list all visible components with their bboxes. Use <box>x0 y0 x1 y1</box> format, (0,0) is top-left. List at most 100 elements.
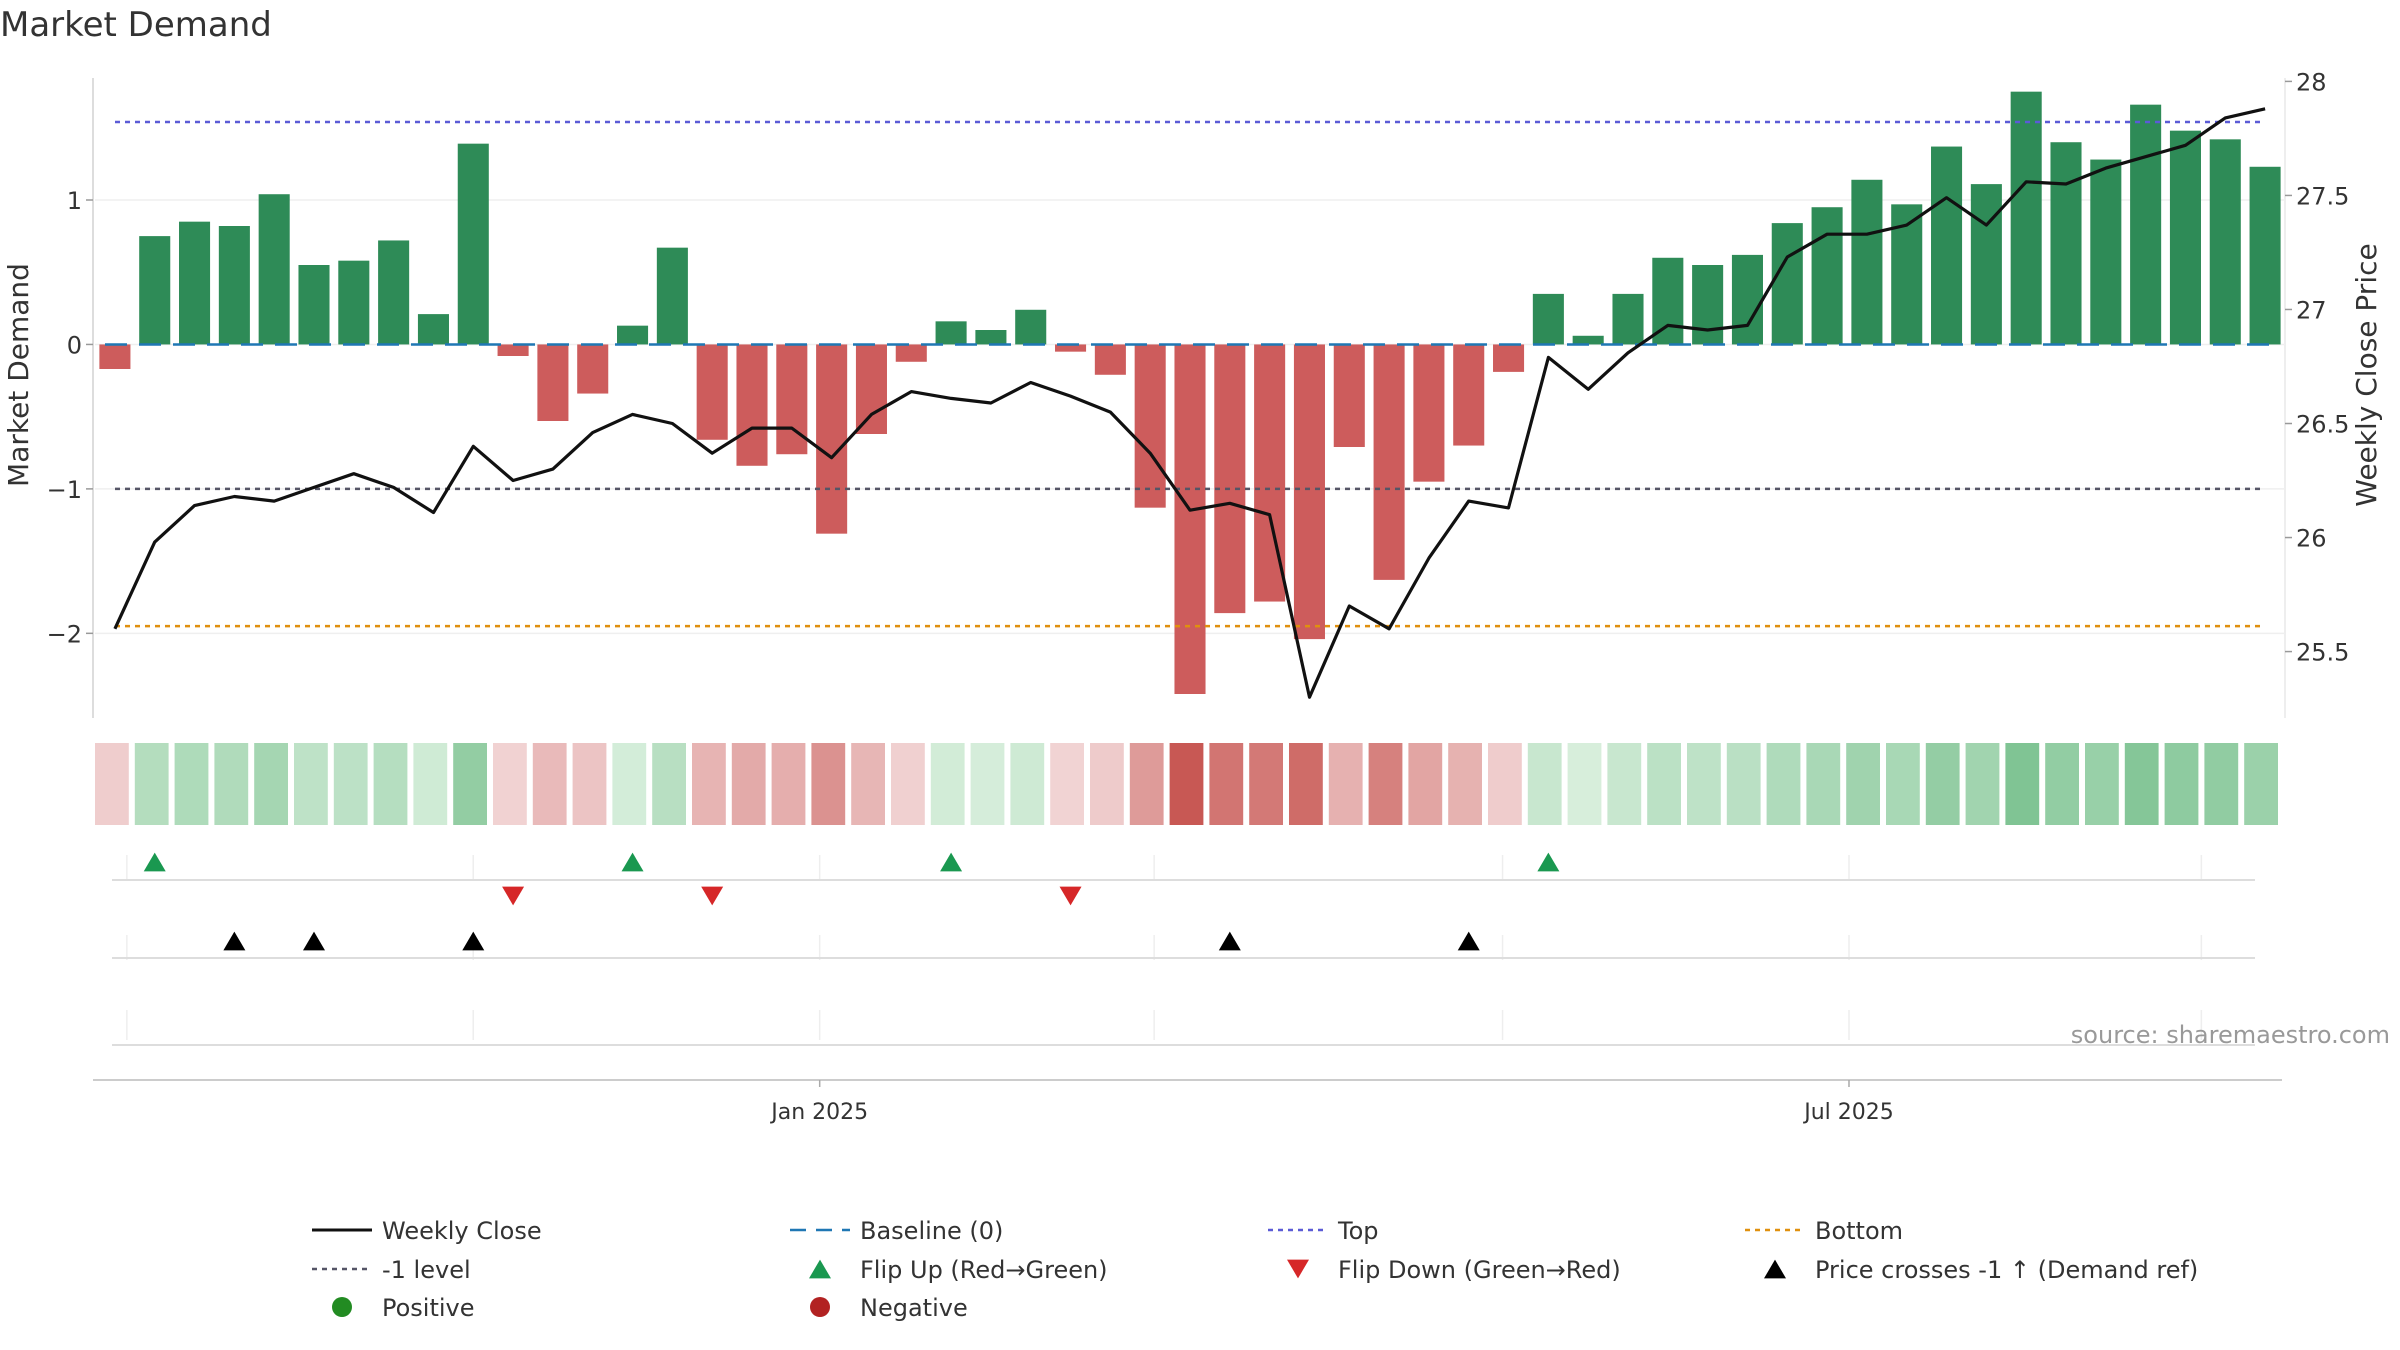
heat-cell <box>333 743 368 825</box>
demand-bar <box>99 344 131 369</box>
left-tick-label: 1 <box>67 187 82 215</box>
demand-bar <box>656 247 688 345</box>
demand-bar <box>537 344 569 421</box>
heat-cell <box>1846 743 1880 825</box>
heat-cell <box>692 743 726 825</box>
demand-bar <box>1851 179 1883 345</box>
reference-lines <box>105 120 2275 628</box>
heat-cell <box>2045 743 2079 825</box>
heat-cell <box>1965 743 2000 825</box>
demand-bar <box>2249 166 2281 345</box>
legend-label: Flip Up (Red→Green) <box>860 1256 1108 1284</box>
demand-bar <box>895 344 927 362</box>
right-axis-label: Weekly Close Price <box>2350 243 2383 506</box>
right-tick-label: 25.5 <box>2296 639 2349 667</box>
flip-up-marker <box>143 852 166 872</box>
heat-cell <box>851 743 885 825</box>
demand-heat-strip <box>95 743 2278 825</box>
heat-cell <box>930 743 965 825</box>
heat-cell <box>970 743 1005 825</box>
event-markers <box>112 852 2255 1046</box>
demand-bar <box>1094 344 1126 375</box>
flip-down-marker <box>502 886 525 906</box>
demand-bar <box>2130 104 2162 345</box>
heat-cell <box>1607 743 1642 825</box>
heat-cell <box>1209 743 1244 825</box>
heat-cell <box>1249 743 1283 825</box>
demand-bar <box>139 236 171 345</box>
heat-cell <box>254 743 288 825</box>
demand-bar <box>1731 254 1763 345</box>
demand-bars <box>99 91 2281 694</box>
demand-bar <box>1970 184 2002 345</box>
demand-bar <box>258 194 290 345</box>
heat-cell <box>2164 743 2199 825</box>
price-cross-marker <box>1457 931 1480 951</box>
legend-label: Negative <box>860 1294 968 1322</box>
demand-bar <box>378 240 410 345</box>
heat-cell <box>811 743 846 825</box>
demand-bar <box>1015 309 1047 345</box>
demand-bar <box>1293 344 1325 640</box>
left-tick-label: 0 <box>67 331 82 359</box>
demand-bar <box>1134 344 1166 508</box>
right-tick-label: 26 <box>2296 525 2327 553</box>
price-cross-marker <box>223 931 246 951</box>
demand-bar <box>1771 223 1803 345</box>
demand-bar <box>816 344 848 534</box>
flip-down-marker <box>1059 886 1082 906</box>
demand-bar <box>457 143 489 345</box>
heat-cell <box>612 743 647 825</box>
demand-bar <box>2090 159 2122 345</box>
demand-bar <box>577 344 609 394</box>
demand-bar <box>1373 344 1405 580</box>
demand-bar <box>1612 293 1644 345</box>
flip-up-marker <box>1537 852 1560 872</box>
heat-cell <box>413 743 448 825</box>
heat-cell <box>731 743 766 825</box>
source-label: source: sharemaestro.com <box>2071 1021 2390 1049</box>
legend-swatch-flip-down <box>1287 1259 1309 1279</box>
heat-cell <box>1368 743 1403 825</box>
right-tick-label: 26.5 <box>2296 411 2349 439</box>
legend-label: Positive <box>382 1294 475 1322</box>
demand-bar <box>179 221 211 345</box>
legend-label: Baseline (0) <box>860 1217 1003 1245</box>
demand-bar <box>298 265 330 345</box>
heat-cell <box>174 743 209 825</box>
legend-swatch-price-cross <box>1764 1259 1786 1279</box>
demand-bar <box>2169 130 2201 345</box>
demand-bar <box>417 314 449 345</box>
heat-cell <box>294 743 328 825</box>
demand-bar <box>2050 142 2082 345</box>
demand-bar <box>1692 265 1724 345</box>
demand-bar <box>338 260 370 345</box>
right-tick-label: 27.5 <box>2296 182 2349 210</box>
weekly-close-line <box>113 107 2266 699</box>
heat-cell <box>1408 743 1443 825</box>
heat-cell <box>1647 743 1681 825</box>
heat-cell <box>2085 743 2119 825</box>
heat-cell <box>493 743 527 825</box>
demand-bar <box>935 321 967 345</box>
heat-cell <box>1925 743 1960 825</box>
heat-cell <box>1687 743 1721 825</box>
date-axis: Jan 2025 Jul 2025 <box>93 1079 2282 1125</box>
legend-swatch-negative <box>810 1297 830 1317</box>
heat-cell <box>1328 743 1363 825</box>
demand-bar <box>1333 344 1365 447</box>
legend-label: Bottom <box>1815 1217 1903 1245</box>
demand-bar <box>1811 207 1843 345</box>
heat-cell <box>572 743 607 825</box>
heat-cell <box>1726 743 1761 825</box>
heat-cell <box>134 743 169 825</box>
price-cross-marker <box>1218 931 1241 951</box>
heat-cell <box>2244 743 2278 825</box>
heat-cell <box>652 743 686 825</box>
heat-cell <box>1806 743 1841 825</box>
heat-cell <box>1448 743 1482 825</box>
demand-bar <box>696 344 728 440</box>
heat-cell <box>1567 743 1602 825</box>
flip-up-marker <box>621 852 644 872</box>
